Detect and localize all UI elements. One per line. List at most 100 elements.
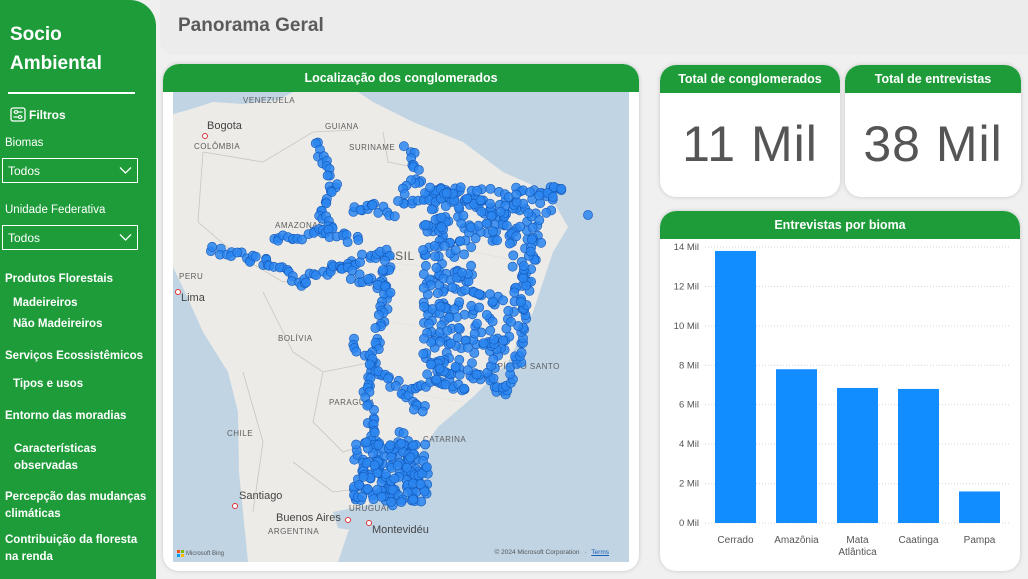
page-title: Panorama Geral [178,15,324,36]
map-point [460,285,471,295]
nav-tipos-e-usos[interactable]: Tipos e usos [13,378,84,390]
map-point [432,288,443,299]
chart-bar[interactable] [715,250,756,523]
nav-percepcao-mudancas[interactable]: Percepção das mudanças climáticas [5,489,146,523]
nav-contribuicao-line-1: Contribuição da floresta [5,534,138,546]
chart-bar[interactable] [959,491,1000,523]
nav-produtos-florestais[interactable]: Produtos Florestais [5,273,113,285]
map-label-amazonas: AMAZONAS [275,221,324,230]
map-point [424,318,434,329]
map-point [501,220,512,231]
map-point [351,346,362,357]
map-copyright: © 2024 Microsoft Corporation [494,549,580,556]
filters-label: Filtros [29,107,66,122]
map-point [492,235,502,246]
map-point [351,439,361,450]
chart-bar[interactable] [837,387,878,523]
map-point [445,338,456,349]
map-point [358,471,369,482]
map-point [379,255,390,266]
map-point [386,496,397,507]
map-point [444,312,454,323]
map-point [526,234,537,245]
biomas-dropdown[interactable]: Todos [2,158,138,183]
map-point [418,269,429,279]
city-marker-icon [175,289,181,295]
nav-caracteristicas-observadas[interactable]: Características observadas [14,441,96,475]
map-points-layer [206,137,593,511]
map-point [515,221,525,232]
map-label-argentina: ARGENTINA [268,527,320,536]
map-point [342,237,353,247]
nav-percepcao-line-1: Percepção das mudanças [5,491,147,503]
map-point [518,261,529,271]
map-point [478,338,489,348]
map-point [504,238,515,249]
uf-dropdown[interactable]: Todos [2,225,138,250]
map-point [416,468,427,479]
map-point [474,289,485,300]
map-point [419,333,429,344]
map-attribution: © 2024 Microsoft Corporation · Terms [494,549,610,556]
map-terms-link[interactable]: Terms [591,549,609,556]
map-point [498,295,508,306]
map-point [353,235,364,245]
map-point [385,440,396,451]
bar-chart-title: Entrevistas por bioma [660,211,1020,239]
chart-x-tick-label: Amazônia [774,535,819,546]
nav-contribuicao-floresta[interactable]: Contribuição da floresta na renda [5,532,137,566]
map-point [498,335,509,346]
nav-nao-madeireiros[interactable]: Não Madeireiros [13,318,103,330]
map-point [462,365,473,376]
map-point [524,187,535,197]
map-point [488,354,499,365]
map-point [408,440,419,451]
map-point [396,497,407,507]
map-point [383,373,393,384]
chart-bar[interactable] [776,369,817,523]
map-point [389,473,400,484]
map-city-santiago: Santiago [239,490,283,502]
map-point [470,233,481,244]
map-point [401,462,412,473]
map-point [495,206,506,217]
chart-bar[interactable] [898,388,939,523]
map-label-suriname: SURINAME [349,143,396,152]
chart-x-tick-label: Caatinga [898,535,938,546]
map-point [511,231,522,242]
map-point [459,249,469,260]
map-point [515,297,526,307]
microsoft-logo-icon [177,550,184,557]
map-point [357,249,367,260]
map-point [357,491,368,502]
bar-chart: 0 Mil 2 Mil 4 Mil 6 Mil 8 Mil 10 Mil 12 Mil 14 … [674,242,1010,558]
uf-selected-value: Todos [8,230,41,245]
chart-y-tick-label: 0 Mil [679,518,699,529]
nav-entorno-moradias[interactable]: Entorno das moradias [5,410,127,422]
map-point [418,245,428,255]
city-marker-icon [366,520,372,526]
map-point [429,240,440,251]
map-point [455,182,466,193]
map-point [462,342,473,353]
chart-y-tick-label: 14 Mil [674,242,699,253]
map-label-colombia: COLÔMBIA [194,142,241,151]
map-attribution-brand-text: Microsoft Bing [186,550,225,557]
filters-header[interactable]: Filtros [10,107,66,122]
map-label-paraguai: PARAGUAI [329,398,374,407]
map-point [462,193,472,204]
map-city-bogota: Bogota [207,120,242,132]
map-canvas[interactable]: VENEZUELA GUIANA SURINAME COLÔMBIA AMAZO… [173,92,629,562]
map-point [508,250,519,261]
nav-caracteristicas-line-1: Características [14,443,97,455]
map-point [232,247,243,258]
map-point [474,302,485,313]
map-point [527,222,538,233]
map-point [440,201,451,212]
nav-madeireiros[interactable]: Madeireiros [13,297,78,309]
map-point [362,483,373,494]
biomas-label: Biomas [5,137,44,149]
map-point [487,316,498,327]
nav-servicos-ecossistemicos[interactable]: Serviços Ecossistêmicos [5,350,144,362]
